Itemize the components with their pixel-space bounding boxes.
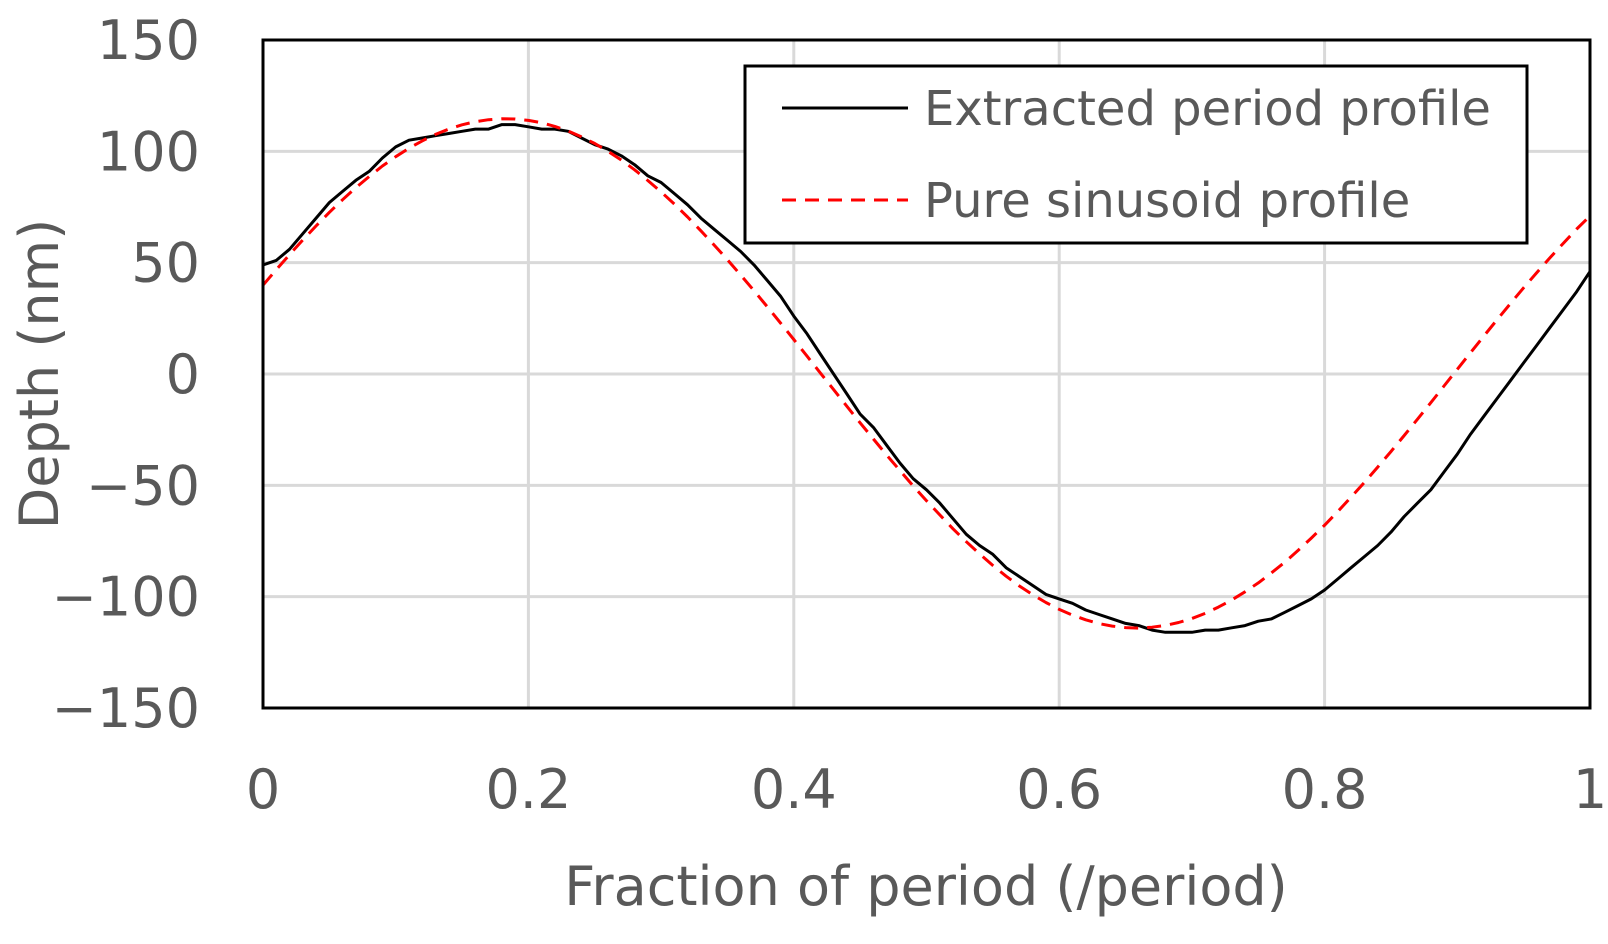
y-tick-label: 0 bbox=[166, 343, 200, 406]
x-tick-label: 0 bbox=[246, 758, 280, 821]
x-tick-label: 0.4 bbox=[751, 758, 837, 821]
x-tick-label: 0.2 bbox=[485, 758, 571, 821]
x-tick-label: 0.6 bbox=[1016, 758, 1102, 821]
y-tick-label: −150 bbox=[52, 677, 200, 740]
plot-frame bbox=[261, 38, 1592, 710]
series-lines bbox=[261, 117, 1592, 634]
series-line-extracted bbox=[262, 123, 1592, 634]
tick-labels: 0 0.2 0.4 0.6 0.8 1 150 100 50 0 −50 −100 −150 bbox=[52, 9, 1608, 821]
legend-label-sinusoid: Pure sinusoid profile bbox=[924, 173, 1410, 229]
series-line-sinusoid bbox=[261, 117, 1592, 630]
legend-box bbox=[743, 64, 1529, 245]
x-tick-label: 1 bbox=[1573, 758, 1607, 821]
x-axis-label: Fraction of period (/period) bbox=[564, 855, 1287, 918]
legend: Extracted period profile Pure sinusoid p… bbox=[743, 64, 1529, 245]
y-tick-label: −50 bbox=[86, 454, 200, 517]
legend-label-extracted: Extracted period profile bbox=[924, 81, 1491, 137]
y-tick-label: 50 bbox=[131, 232, 200, 295]
x-tick-label: 0.8 bbox=[1282, 758, 1368, 821]
y-axis-label: Depth (nm) bbox=[8, 219, 71, 530]
y-tick-label: −100 bbox=[52, 566, 200, 629]
y-tick-label: 150 bbox=[97, 9, 200, 72]
y-tick-label: 100 bbox=[97, 120, 200, 183]
